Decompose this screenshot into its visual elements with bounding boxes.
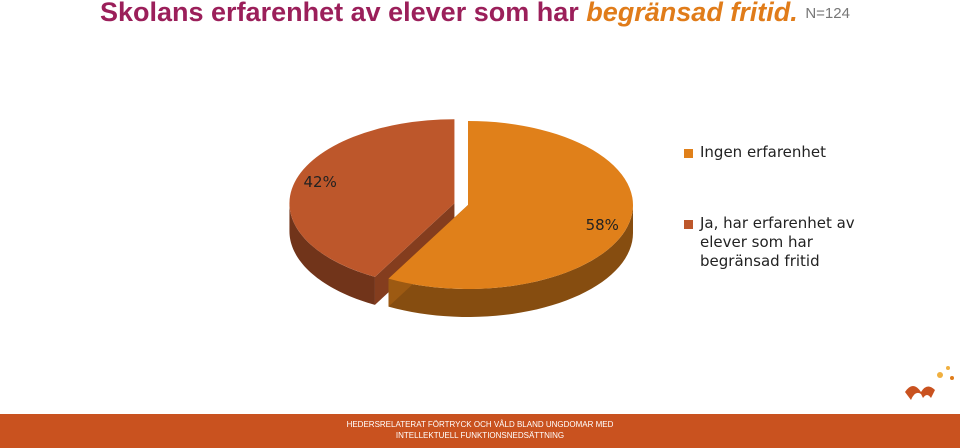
title-n: N=124 [805,5,850,22]
legend-swatch [684,220,693,229]
pie-slice [388,121,633,289]
slice-side [388,205,633,317]
title-emphasis: begränsad fritid. [586,0,798,27]
logo [905,366,954,400]
chart-title: Skolans erfarenhet av elever som har beg… [100,0,850,27]
title-main: Skolans erfarenhet av elever som har [100,0,579,27]
footer-text: HEDERSRELATERAT FÖRTRYCK OCH VÅLD BLAND … [346,420,614,440]
value-label: 42% [304,173,337,191]
footer-band: HEDERSRELATERAT FÖRTRYCK OCH VÅLD BLAND … [0,414,960,448]
legend-item: Ingen erfarenhet [684,143,884,162]
pie-slice [289,119,455,277]
legend-swatch [684,149,693,158]
legend: Ingen erfarenhet Ja, har erfarenhet av el… [684,143,884,323]
slice-side [289,203,375,305]
legend-item: Ja, har erfarenhet av elever som har beg… [684,214,884,271]
legend-label: Ja, har erfarenhet av elever som har beg… [700,214,855,270]
legend-label: Ingen erfarenhet [700,143,827,161]
value-label: 58% [586,216,619,234]
